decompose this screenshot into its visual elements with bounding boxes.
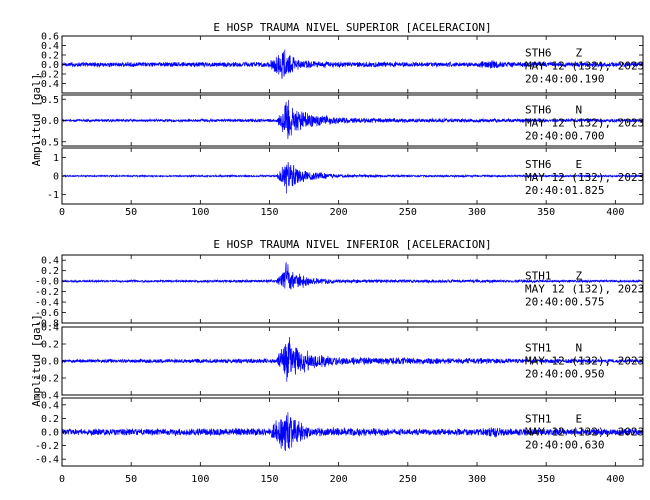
y-tick-label: 0.4 <box>41 256 59 267</box>
component-code: E <box>576 412 583 425</box>
station-label: STH6 N <box>525 103 582 116</box>
y-tick-label: -0.2 <box>35 441 59 452</box>
x-tick-label: 50 <box>125 474 137 485</box>
x-tick-label: 100 <box>191 207 209 218</box>
record-date: MAY 12 (132), 2023 <box>525 425 644 438</box>
x-tick-label: 250 <box>399 207 417 218</box>
station-code: STH6 <box>525 158 552 171</box>
record-time: 20:40:00.700 <box>525 129 604 142</box>
y-tick-label: 0.2 <box>41 340 59 351</box>
x-tick-label: 200 <box>330 474 348 485</box>
y-tick-label: 0.0 <box>41 116 59 127</box>
component-code: Z <box>576 47 583 60</box>
x-tick-label: 50 <box>125 207 137 218</box>
waveform-trace <box>61 261 644 290</box>
x-tick-label: 250 <box>399 474 417 485</box>
waveform-trace <box>61 49 644 79</box>
y-axis-label: Amplitud [gal] <box>30 74 43 167</box>
record-time: 20:40:01.825 <box>525 184 604 197</box>
y-tick-label: -0.2 <box>35 287 59 298</box>
station-code: STH1 <box>525 341 552 354</box>
record-date: MAY 12 (132), 2023 <box>525 116 644 129</box>
component-code: Z <box>576 269 583 282</box>
station-label: STH1 N <box>525 341 582 354</box>
station-code: STH6 <box>525 47 552 60</box>
x-tick-label: 350 <box>537 207 555 218</box>
waveform-trace <box>61 412 644 451</box>
y-tick-label: 0.0 <box>41 428 59 439</box>
x-tick-label: 400 <box>606 474 624 485</box>
y-tick-label: -0.4 <box>35 455 59 466</box>
station-code: STH1 <box>525 412 552 425</box>
record-time: 20:40:00.630 <box>525 438 604 451</box>
x-tick-label: 0 <box>59 474 65 485</box>
y-tick-label: 0.0 <box>41 60 59 71</box>
panel-frame <box>61 254 644 324</box>
y-tick-label: -0.0 <box>35 277 59 288</box>
y-tick-label: 0.2 <box>41 414 59 425</box>
y-tick-label: 1 <box>53 153 59 164</box>
chart-title: E HOSP TRAUMA NIVEL SUPERIOR [ACELERACIO… <box>213 21 491 34</box>
y-axis-label: Amplitud [gal] <box>30 314 43 407</box>
station-label: STH6 E <box>525 158 582 171</box>
x-tick-label: 150 <box>260 207 278 218</box>
y-tick-label: -0.4 <box>35 298 59 309</box>
chart-inferior: E HOSP TRAUMA NIVEL INFERIOR [ACELERACIO… <box>30 238 644 485</box>
x-tick-label: 300 <box>468 474 486 485</box>
y-tick-label: -0.4 <box>35 79 59 90</box>
y-tick-label: -0.5 <box>35 137 59 148</box>
y-tick-label: 0.2 <box>41 51 59 62</box>
record-date: MAY 12 (132), 2023 <box>525 354 644 367</box>
y-tick-label: -1 <box>47 190 59 201</box>
y-tick-label: -0.8 <box>35 319 59 330</box>
x-tick-label: 300 <box>468 207 486 218</box>
record-time: 20:40:00.190 <box>525 73 604 86</box>
y-tick-label: 0.2 <box>41 266 59 277</box>
x-tick-label: 200 <box>330 207 348 218</box>
station-label: STH6 Z <box>525 47 583 60</box>
x-tick-label: 150 <box>260 474 278 485</box>
chart-superior: E HOSP TRAUMA NIVEL SUPERIOR [ACELERACIO… <box>30 21 644 218</box>
y-tick-label: 0.0 <box>41 357 59 368</box>
record-date: MAY 12 (132), 2023 <box>525 171 644 184</box>
x-tick-label: 400 <box>606 207 624 218</box>
y-tick-label: 0.4 <box>41 323 59 334</box>
record-time: 20:40:00.575 <box>525 295 604 308</box>
x-tick-label: 350 <box>537 474 555 485</box>
x-tick-label: 0 <box>59 207 65 218</box>
y-tick-label: 0.6 <box>41 32 59 43</box>
y-tick-label: 0 <box>53 172 59 183</box>
component-code: N <box>576 341 583 354</box>
waveform-trace <box>61 100 644 140</box>
waveform-trace <box>61 161 644 194</box>
y-tick-label: -0.2 <box>35 374 59 385</box>
station-code: STH1 <box>525 269 552 282</box>
chart-title: E HOSP TRAUMA NIVEL INFERIOR [ACELERACIO… <box>213 238 491 251</box>
y-tick-label: 0.4 <box>41 41 59 52</box>
y-tick-label: -0.2 <box>35 70 59 81</box>
station-label: STH1 E <box>525 412 582 425</box>
component-code: N <box>576 103 583 116</box>
record-date: MAY 12 (132), 2023 <box>525 60 644 73</box>
y-tick-label: -0.6 <box>35 308 59 319</box>
y-tick-label: 0.5 <box>41 95 59 106</box>
x-tick-label: 100 <box>191 474 209 485</box>
y-tick-label: -0.4 <box>35 391 59 402</box>
station-label: STH1 Z <box>525 269 583 282</box>
station-code: STH6 <box>525 103 552 116</box>
component-code: E <box>576 158 583 171</box>
record-time: 20:40:00.950 <box>525 367 604 380</box>
y-tick-label: 0.4 <box>41 400 59 411</box>
record-date: MAY 12 (132), 2023 <box>525 282 644 295</box>
waveform-trace <box>61 336 644 382</box>
